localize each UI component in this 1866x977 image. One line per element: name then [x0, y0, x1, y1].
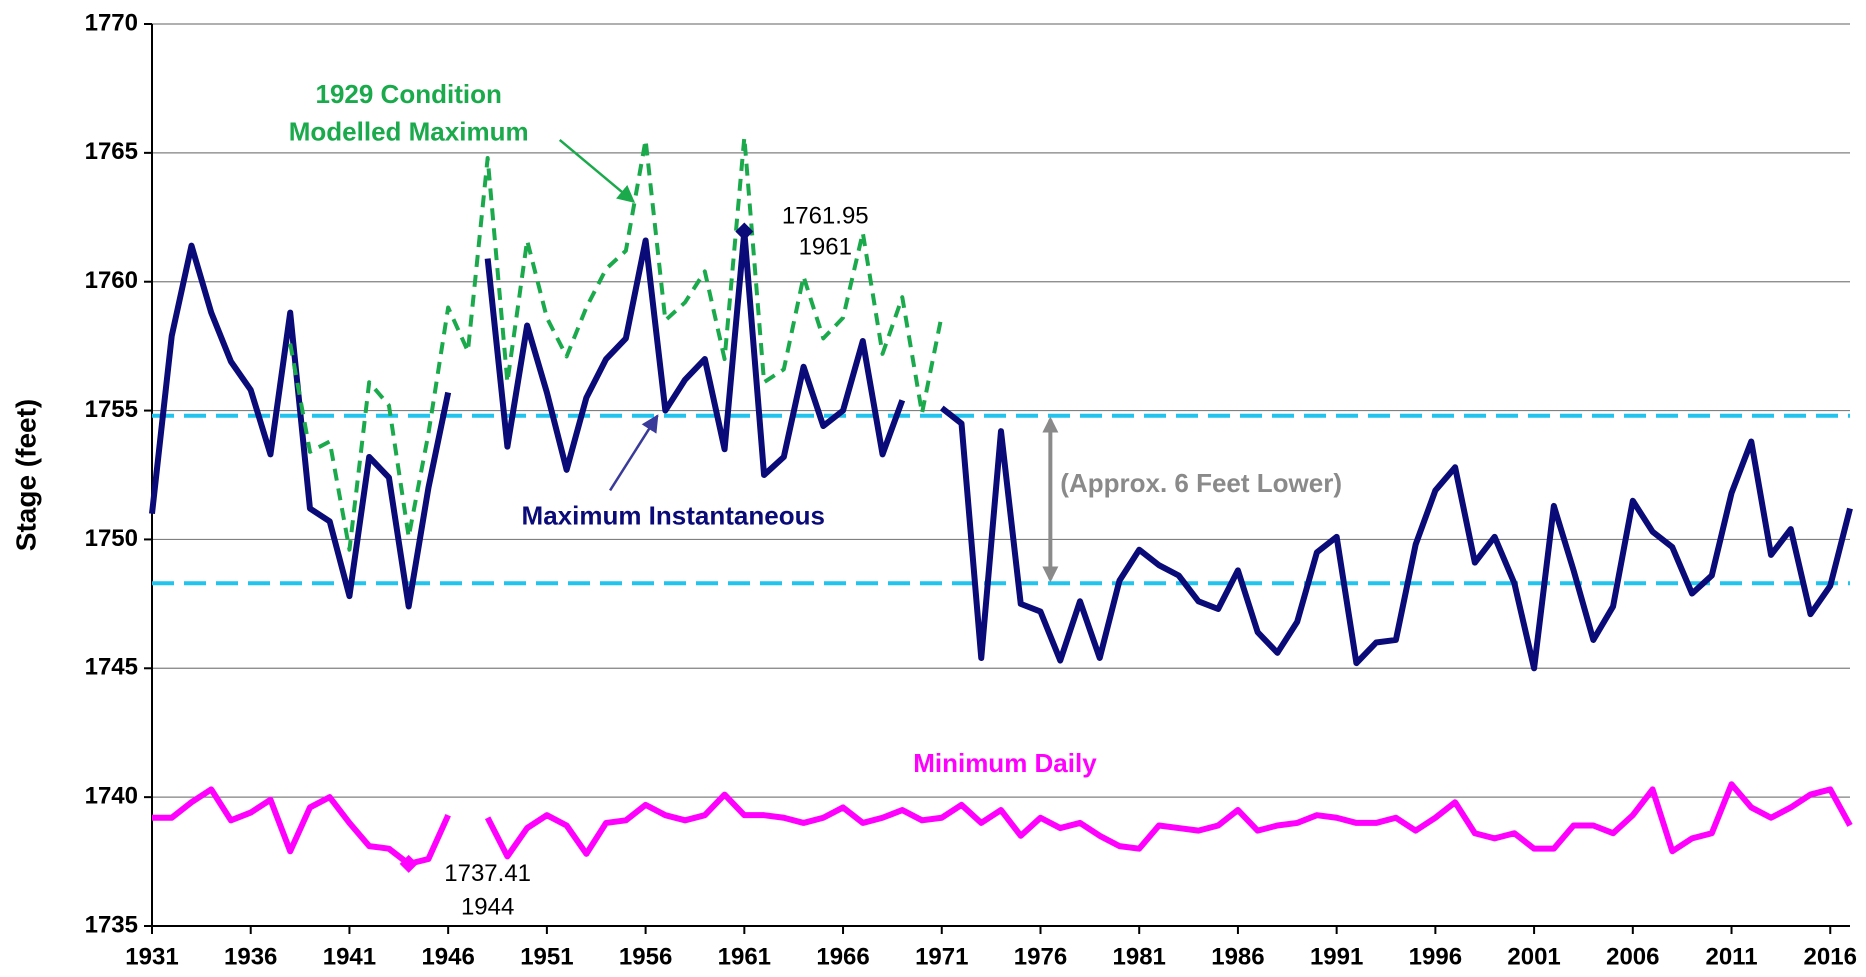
series-label: Modelled Maximum [289, 116, 529, 146]
x-tick-label: 1986 [1211, 943, 1264, 970]
x-tick-label: 1956 [619, 943, 672, 970]
x-tick-label: 1991 [1310, 943, 1363, 970]
series-line [484, 781, 1853, 860]
x-tick-label: 1941 [323, 943, 376, 970]
point-label: 1944 [461, 893, 514, 920]
x-tick-label: 1971 [915, 943, 968, 970]
highlight-point [399, 854, 418, 873]
series-line [149, 242, 452, 610]
y-tick-label: 1760 [85, 267, 138, 294]
x-tick-label: 1966 [816, 943, 869, 970]
y-tick-label: 1770 [85, 9, 138, 36]
series-line [939, 405, 1853, 672]
x-tick-label: 2006 [1606, 943, 1659, 970]
point-label: 1961 [799, 234, 852, 261]
x-tick-label: 1981 [1113, 943, 1166, 970]
series-label: Maximum Instantaneous [522, 500, 825, 530]
point-label: 1737.41 [444, 860, 531, 887]
y-tick-label: 1755 [85, 396, 138, 423]
x-tick-label: 2001 [1507, 943, 1560, 970]
pointer-arrow [558, 139, 636, 203]
y-tick-label: 1745 [85, 654, 138, 681]
y-axis-title: Stage (feet) [10, 399, 41, 551]
point-label: 1761.95 [782, 203, 869, 230]
x-tick-label: 2011 [1705, 943, 1757, 970]
series-label: Minimum Daily [913, 748, 1097, 778]
series-line [484, 228, 906, 478]
x-tick-label: 1946 [421, 943, 474, 970]
series-line [288, 135, 944, 552]
x-tick-label: 1976 [1014, 943, 1067, 970]
x-tick-label: 1961 [718, 943, 771, 970]
y-tick-label: 1735 [85, 911, 138, 938]
pointer-arrow [609, 414, 659, 492]
x-tick-label: 1936 [224, 943, 277, 970]
series-label: 1929 Condition [315, 79, 501, 109]
highlight-point [735, 222, 754, 241]
series-line [152, 786, 451, 867]
y-tick-label: 1750 [85, 525, 138, 552]
y-tick-label: 1740 [85, 782, 138, 809]
x-tick-label: 1931 [125, 943, 178, 970]
x-tick-label: 1951 [520, 943, 573, 970]
y-tick-label: 1765 [85, 138, 138, 165]
difference-label: (Approx. 6 Feet Lower) [1060, 468, 1342, 498]
x-tick-label: 2016 [1804, 943, 1857, 970]
x-tick-label: 1996 [1409, 943, 1462, 970]
